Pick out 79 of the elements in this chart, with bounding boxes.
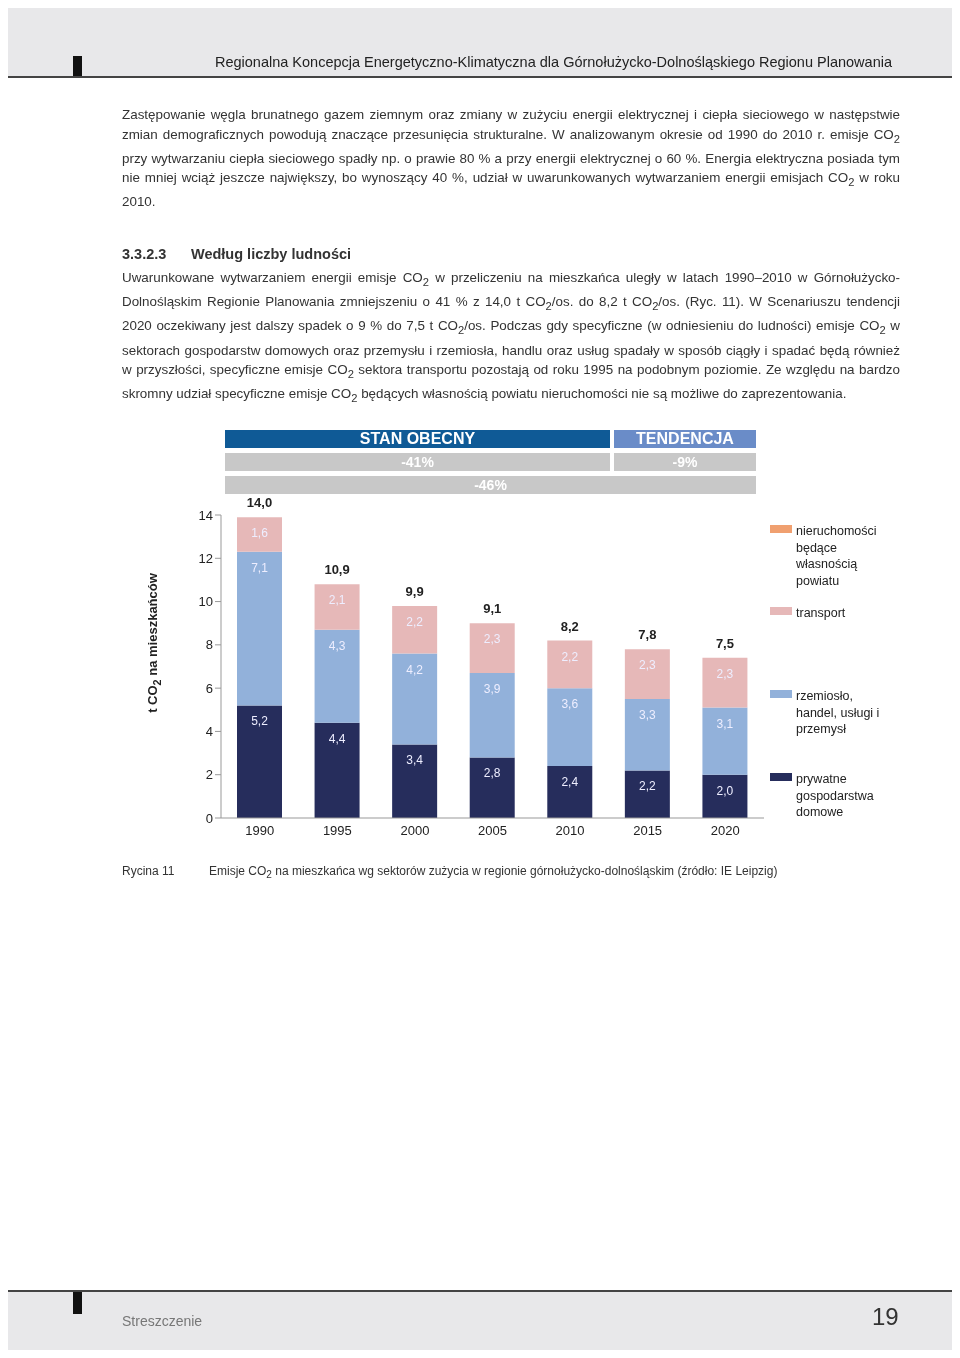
y-tick-label: 0 <box>205 810 213 826</box>
data-label: 4,3 <box>328 638 346 653</box>
bar <box>702 707 748 775</box>
data-label: 3,1 <box>716 716 734 731</box>
data-label: 2,3 <box>639 658 657 673</box>
bar <box>469 623 515 673</box>
data-label: 4,2 <box>406 662 424 677</box>
bar <box>314 584 360 630</box>
y-tick-label: 10 <box>198 594 213 610</box>
data-label: 2,2 <box>406 614 424 629</box>
x-tick-label: 1995 <box>322 823 352 839</box>
text: TENDENCJA <box>614 430 756 448</box>
data-label: 2,0 <box>716 783 734 798</box>
text: Emisje CO$_{2}$ na mieszkańca wg sektorów zużycia w regionie górnołużycko-dolnośląskim (źródło: IE Leipzig) <box>209 864 778 881</box>
text: Zastępowanie węgla brunatnego gazem ziemnym oraz zmiany w zużyciu energii elektrycznej i ciepła sieciowego w następstwie zmian demograficznych powodują znaczące przesunięcia strukturalne. W analizowanym okresie od 1990 do 2010 r. emisje CO$_{2}$ przy wytwarzaniu ciepła sieciowego spadły np. o prawie 80 % a przy energii elektrycznej o 60 %. Energia elektryczna posiada tym nie mniej wciąż jeszcze największy, bo wynoszący 40 %, udział w uwarunkowanych wytwarzaniem energii emisjach CO$_{2}$ w roku 2010. <box>122 107 900 210</box>
data-label: 4,4 <box>328 731 346 746</box>
data-label: 2,4 <box>561 775 579 790</box>
x-tick-label: 2010 <box>555 823 585 839</box>
total-label: 7,5 <box>715 635 734 651</box>
data-label: 3,4 <box>406 753 424 768</box>
bar <box>469 672 515 758</box>
bar <box>392 605 438 654</box>
data-label: 2,1 <box>328 593 346 608</box>
y-tick-label: 2 <box>205 767 213 783</box>
y-tick-label: 12 <box>198 550 213 566</box>
data-label: 7,1 <box>251 560 269 575</box>
total-label: 10,9 <box>324 562 350 578</box>
bar <box>547 766 593 818</box>
data-label: 2,2 <box>639 779 657 794</box>
bar <box>237 705 282 818</box>
bar <box>314 722 360 818</box>
data-label: 2,8 <box>483 766 501 781</box>
text: 3.3.2.3 <box>122 246 167 262</box>
chart-title: Regionalna Koncepcja Energetyczno-Klimatyczna dla Górnołużycko-Dolnośląskiego Regionu Planowania <box>214 54 892 70</box>
x-tick-label: 1990 <box>245 823 275 839</box>
x-tick-label: 2015 <box>633 823 663 839</box>
total-label: 14,0 <box>246 495 273 511</box>
bar <box>547 688 593 767</box>
data-label: 3,3 <box>639 707 657 722</box>
x-tick-label: 2020 <box>710 823 740 839</box>
text: STAN OBECNY <box>225 430 610 448</box>
text: Uwarunkowane wytwarzaniem energii emisje CO$_{2}$ w przeliczeniu na mieszkańca uległy w latach 1990–2010 w Górnołużycko-Dolnośląskim Regionie Planowania zmniejszeniu o 41 % z 14,0 t CO$_{2}$/os. do 8,2 t CO$_{2}$/os. (Ryc. 11). W Scenariuszu tendencji 2020 oczekiwany jest dalszy spadek o 9 % do 7,5 t CO$_{2}$/os. Podczas gdy specyficzne (w odniesieniu do ludności) emisje CO$_{2}$ w sektorach gospodarstw domowych oraz przemysłu i rzemiosła, handlu oraz usług spadały w sposób ciągły i spadać będą również w przyszłości, specyficzne emisje CO$_{2}$ sektora transportu pozostają od roku 1995 na podobnym poziomie. Ze względu na bardzo skromny udział specyficzne emisje CO$_{2}$ będących własnością powiatu nieruchomości nie są możliwe do zaprezentowania. <box>122 270 901 404</box>
bar <box>237 551 282 706</box>
bar <box>624 770 670 818</box>
y-tick-label: 6 <box>205 680 213 696</box>
total-label: 7,8 <box>638 627 657 643</box>
total-label: 8,2 <box>560 618 579 634</box>
bar <box>392 744 438 818</box>
y-tick-label: 14 <box>198 507 213 523</box>
data-label: 2,2 <box>561 649 579 664</box>
data-label: 3,6 <box>561 697 579 712</box>
text: Według liczby ludności <box>191 246 352 262</box>
data-label: 1,6 <box>251 526 269 541</box>
bar <box>702 774 748 818</box>
text: Rycina 11 <box>122 864 175 878</box>
bar <box>469 757 515 818</box>
legend-label: rzemiosło, handel, usługi i przemysł <box>796 688 881 738</box>
bar <box>547 640 593 689</box>
data-label: 2,3 <box>483 632 501 647</box>
data-label: 3,9 <box>483 681 501 696</box>
x-tick-label: 2000 <box>400 823 430 839</box>
total-label: 9,1 <box>483 601 502 617</box>
text: 19 <box>872 1303 899 1331</box>
data-label: 5,2 <box>251 714 269 729</box>
text: Streszczenie <box>122 1313 203 1329</box>
x-tick-label: 2005 <box>478 823 507 839</box>
bar <box>237 517 282 552</box>
total-label: 9,9 <box>405 583 424 599</box>
bar <box>624 649 670 699</box>
legend-label: prywatne gospodarstwa domowe <box>796 771 875 821</box>
bar <box>624 698 670 771</box>
data-label: 2,3 <box>716 666 734 681</box>
bar <box>314 629 360 723</box>
y-tick-label: 8 <box>205 637 213 653</box>
bar <box>702 657 748 708</box>
bar <box>392 653 438 745</box>
y-tick-label: 4 <box>205 724 213 740</box>
legend-label: nieruchomości będące własnością powiatu <box>796 523 878 589</box>
legend-label: transport <box>796 605 847 622</box>
